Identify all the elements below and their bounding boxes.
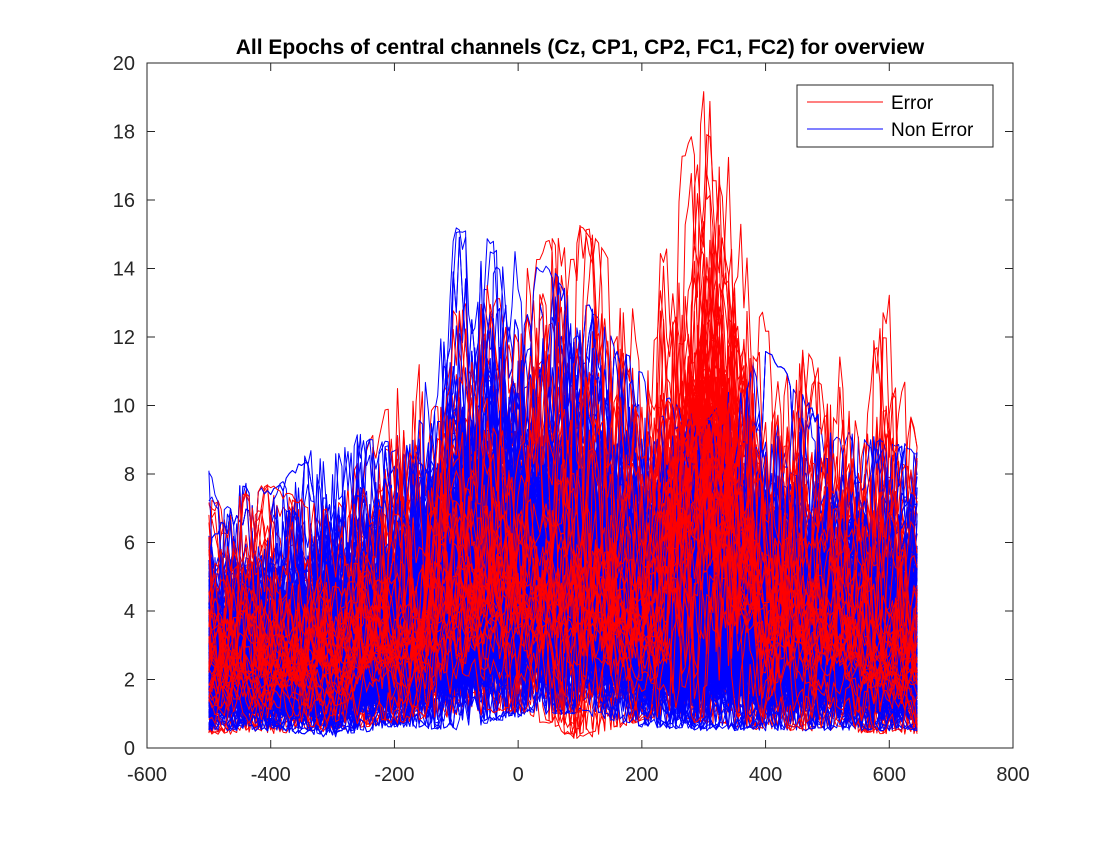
y-tick-label: 18 (113, 122, 135, 144)
epoch-trace (208, 224, 918, 706)
y-tick-label: 4 (124, 601, 135, 623)
y-tick-label: 14 (113, 259, 135, 281)
legend: Error Non Error (796, 84, 994, 148)
y-tick-label: 2 (124, 670, 135, 692)
x-tick-label: 600 (873, 764, 906, 786)
y-tick-label: 16 (113, 190, 135, 212)
y-tick-label: 8 (124, 464, 135, 486)
y-tick-label: 12 (113, 327, 135, 349)
x-tick-label: -600 (127, 764, 167, 786)
ticks-layer: -600 -400 -200 0 200 400 600 800 0 2 4 6 8 10 12 14 16 18… (113, 53, 1030, 786)
epoch-trace (208, 366, 918, 737)
chart-title: All Epochs of central channels (Cz, CP1,… (236, 36, 925, 59)
x-tick-label: -200 (374, 764, 414, 786)
legend-label: Error (891, 93, 934, 114)
epoch-trace (208, 482, 918, 740)
series-layer (208, 91, 918, 740)
x-tick-label: 400 (749, 764, 782, 786)
epoch-trace (208, 294, 918, 705)
series-error-peaks (208, 133, 918, 740)
x-tick-label: 200 (625, 764, 658, 786)
y-tick-label: 10 (113, 396, 135, 418)
y-tick-label: 0 (124, 738, 135, 760)
y-tick-label: 6 (124, 533, 135, 555)
legend-box (796, 84, 994, 148)
epoch-trace (208, 356, 918, 722)
legend-label: Non Error (891, 120, 974, 141)
y-tick-label: 20 (113, 53, 135, 75)
epoch-trace (208, 478, 918, 718)
x-tick-label: 800 (996, 764, 1029, 786)
x-tick-label: -400 (251, 764, 291, 786)
epoch-trace (208, 429, 918, 724)
epoch-trace (208, 293, 918, 728)
x-tick-label: 0 (513, 764, 524, 786)
